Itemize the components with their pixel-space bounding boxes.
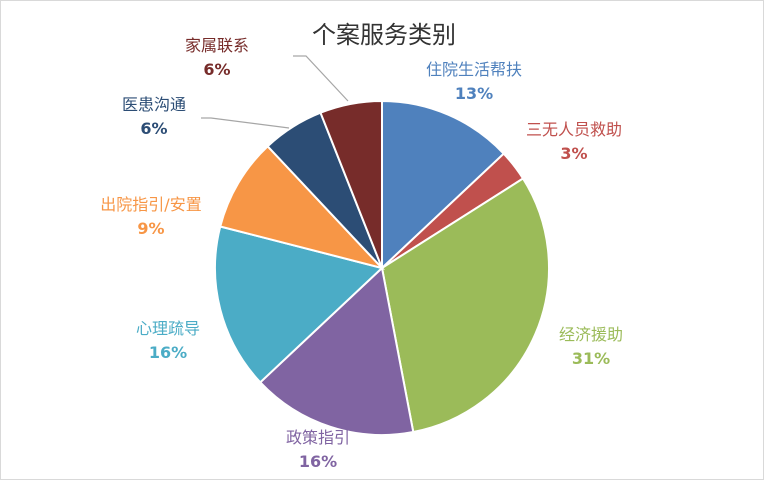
- leader-line-doctor: [201, 117, 290, 129]
- label-心理疏导: 心理疏导 16%: [113, 317, 223, 365]
- slice-percent: 16%: [298, 452, 338, 471]
- pie-slice-0: [381, 99, 506, 271]
- label-经济援助: 经济援助 31%: [536, 323, 646, 371]
- label-住院生活帮扶: 住院生活帮扶 13%: [407, 58, 541, 106]
- slice-name: 经济援助: [558, 325, 623, 344]
- slice-name: 政策指引: [285, 428, 350, 447]
- pie-slice-3: [258, 266, 415, 436]
- label-政策指引: 政策指引 16%: [263, 426, 373, 474]
- slice-name: 医患沟通: [121, 95, 186, 114]
- label-医患沟通: 医患沟通 6%: [99, 93, 209, 141]
- slice-name: 住院生活帮扶: [425, 60, 522, 79]
- slice-name: 出院指引/安置: [100, 195, 202, 214]
- slice-name: 三无人员救助: [525, 120, 622, 139]
- leader-line-family: [293, 55, 349, 102]
- slice-name: 心理疏导: [135, 319, 200, 338]
- slice-name: 家属联系: [184, 36, 249, 55]
- pie-slice-2: [380, 177, 550, 434]
- slice-percent: 3%: [560, 144, 588, 163]
- slice-percent: 6%: [140, 119, 168, 138]
- slice-percent: 31%: [571, 349, 611, 368]
- label-三无人员救助: 三无人员救助 3%: [507, 118, 641, 166]
- slice-percent: 6%: [203, 60, 231, 79]
- chart-title: 个案服务类别: [312, 21, 456, 49]
- slice-percent: 9%: [137, 219, 165, 238]
- pie-slice-7: [319, 99, 383, 269]
- slice-percent: 13%: [454, 84, 494, 103]
- label-家属联系: 家属联系 6%: [162, 34, 272, 82]
- pie-slice-4: [214, 225, 385, 384]
- pie-slice-5: [219, 144, 386, 270]
- slice-percent: 16%: [148, 343, 188, 362]
- label-出院指引安置: 出院指引/安置 9%: [81, 193, 221, 241]
